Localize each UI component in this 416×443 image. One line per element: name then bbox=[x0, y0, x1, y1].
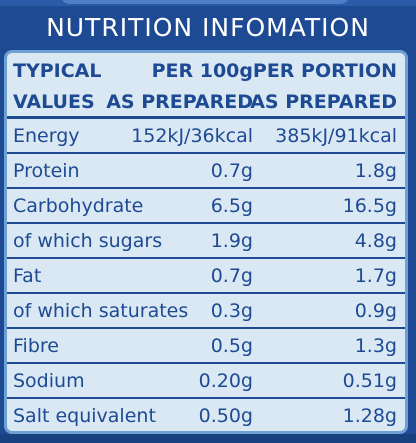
row-label: Fibre bbox=[13, 335, 59, 357]
header-per-portion-line-1: PER PORTION bbox=[252, 60, 397, 82]
row-value-per-portion: 385kJ/91kcal bbox=[275, 125, 397, 147]
row-value-per-100g: 0.7g bbox=[210, 160, 253, 182]
table-row: of which sugars 1.9g 4.8g bbox=[7, 224, 405, 259]
row-value-per-100g: 0.7g bbox=[210, 265, 253, 287]
row-value-per-100g: 0.20g bbox=[198, 370, 253, 392]
table-row: Sodium 0.20g 0.51g bbox=[7, 364, 405, 399]
row-value-per-100g: 6.5g bbox=[210, 195, 253, 217]
row-value-per-portion: 1.28g bbox=[342, 405, 397, 427]
table-row: Fibre 0.5g 1.3g bbox=[7, 329, 405, 364]
row-label: of which saturates bbox=[13, 300, 189, 322]
header-label-line-1: TYPICAL bbox=[13, 60, 102, 82]
table-header-row: TYPICAL VALUES PER 100g AS PREPARED PER … bbox=[7, 53, 405, 119]
row-value-per-100g: 0.5g bbox=[210, 335, 253, 357]
table-row: Carbohydrate 6.5g 16.5g bbox=[7, 189, 405, 224]
header-per-portion: PER PORTION AS PREPARED bbox=[250, 56, 397, 118]
row-value-per-100g: 0.50g bbox=[198, 405, 253, 427]
row-label: of which sugars bbox=[13, 230, 163, 252]
row-value-per-portion: 1.3g bbox=[354, 335, 397, 357]
packaging-bottom-edge bbox=[0, 434, 416, 443]
nutrition-table: TYPICAL VALUES PER 100g AS PREPARED PER … bbox=[4, 50, 408, 434]
header-label-line-2: VALUES bbox=[13, 91, 95, 113]
header-per-100g-line-1: PER 100g bbox=[151, 60, 253, 82]
row-value-per-100g: 1.9g bbox=[210, 230, 253, 252]
row-value-per-portion: 0.9g bbox=[354, 300, 397, 322]
row-value-per-portion: 1.8g bbox=[354, 160, 397, 182]
header-per-100g: PER 100g AS PREPARED bbox=[106, 56, 253, 118]
packaging-graphic bbox=[60, 0, 350, 4]
row-label: Carbohydrate bbox=[13, 195, 144, 217]
row-label: Sodium bbox=[13, 370, 85, 392]
table-row: of which saturates 0.3g 0.9g bbox=[7, 294, 405, 329]
row-label: Fat bbox=[13, 265, 42, 287]
row-value-per-portion: 0.51g bbox=[342, 370, 397, 392]
row-label: Protein bbox=[13, 160, 80, 182]
header-typical-values: TYPICAL VALUES bbox=[13, 56, 101, 118]
row-value-per-portion: 16.5g bbox=[342, 195, 397, 217]
table-row: Fat 0.7g 1.7g bbox=[7, 259, 405, 294]
table-row: Energy 152kJ/36kcal 385kJ/91kcal bbox=[7, 119, 405, 154]
row-value-per-portion: 1.7g bbox=[354, 265, 397, 287]
row-value-per-100g: 0.3g bbox=[210, 300, 253, 322]
row-value-per-portion: 4.8g bbox=[354, 230, 397, 252]
header-per-portion-line-2: AS PREPARED bbox=[250, 91, 397, 113]
label-heading: NUTRITION INFOMATION bbox=[46, 13, 370, 42]
row-value-per-100g: 152kJ/36kcal bbox=[131, 125, 253, 147]
table-row: Protein 0.7g 1.8g bbox=[7, 154, 405, 189]
header-per-100g-line-2: AS PREPARED bbox=[106, 91, 253, 113]
packaging-top-edge bbox=[0, 0, 416, 6]
table-row: Salt equivalent 0.50g 1.28g bbox=[7, 399, 405, 431]
row-label: Salt equivalent bbox=[13, 405, 156, 427]
row-label: Energy bbox=[13, 125, 80, 147]
